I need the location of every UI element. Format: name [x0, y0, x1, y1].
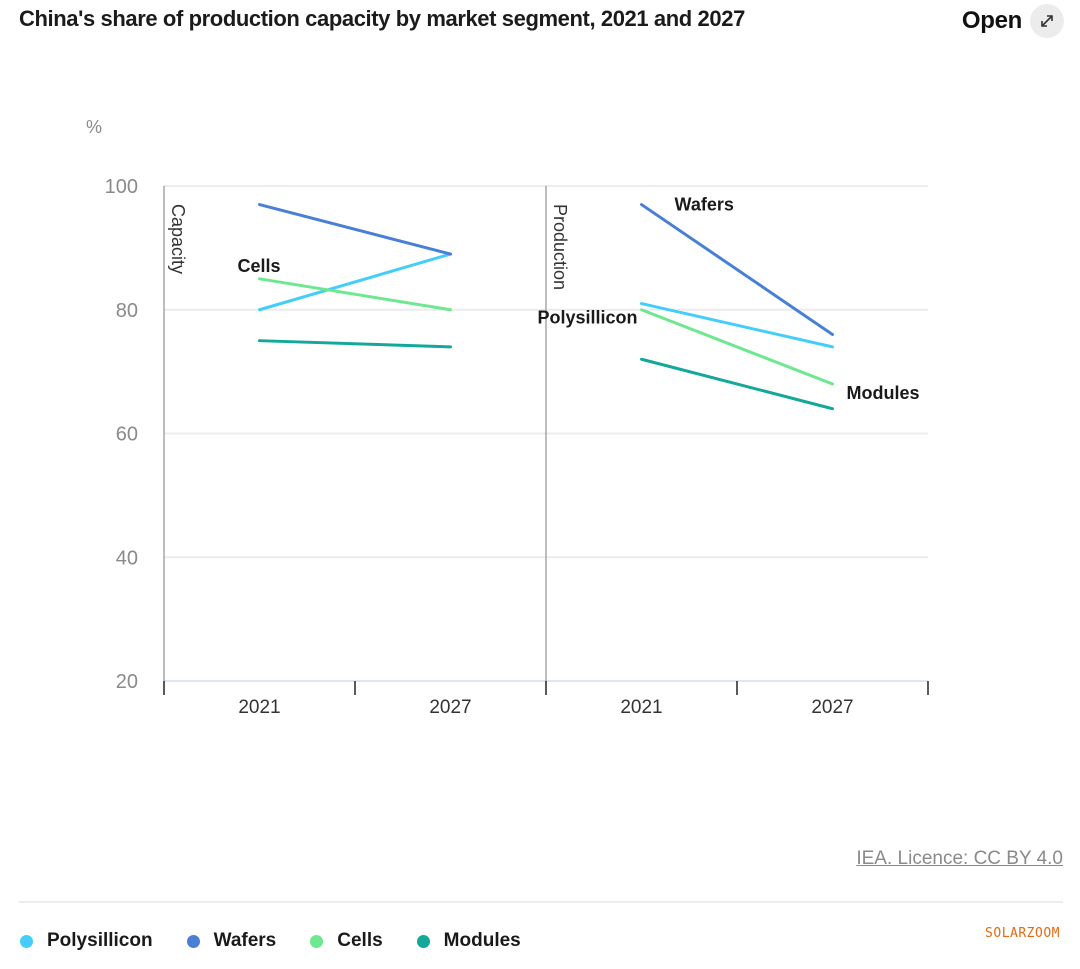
x-tick-label: 2021 — [238, 697, 280, 718]
series-line-wafers-production — [640, 203, 834, 336]
series-line-modules-production — [640, 357, 834, 411]
series-line-polysillicon-capacity — [258, 252, 452, 312]
panel-label-capacity: Capacity — [168, 204, 188, 274]
x-tick-label: 2027 — [429, 697, 471, 718]
legend-dot — [20, 934, 33, 948]
watermark: SOLARZOOM — [985, 926, 1060, 941]
y-axis-unit: % — [86, 117, 102, 137]
licence-link[interactable]: IEA. Licence: CC BY 4.0 — [856, 848, 1063, 869]
panel-label-production: Production — [550, 204, 570, 290]
legend-label: Cells — [337, 930, 383, 951]
legend-dot — [416, 934, 430, 948]
axes — [163, 186, 929, 695]
legend-item-cells[interactable]: Cells — [310, 930, 383, 952]
y-tick-label: 40 — [116, 547, 138, 569]
legend-dot — [186, 934, 200, 948]
annotation-modules: Modules — [847, 383, 920, 403]
annotation-wafers: Wafers — [675, 195, 734, 215]
series-lines — [258, 203, 834, 411]
y-tick-labels: 20 40 60 80 100 — [105, 176, 138, 693]
chart-area: % 20 40 60 80 100 2021 2027 2021 2027 Capacity P… — [86, 117, 929, 718]
legend-label: Wafers — [213, 930, 277, 951]
legend-label: Polysillicon — [47, 930, 153, 951]
legend-label: Modules — [443, 930, 521, 951]
series-line-modules-capacity — [258, 339, 452, 349]
divider — [19, 901, 1063, 903]
annotation-polysillicon: Polysillicon — [537, 308, 637, 328]
series-line-cells-capacity — [258, 277, 452, 312]
series-line-polysillicon-production — [640, 302, 834, 349]
series-line-wafers-capacity — [258, 203, 452, 256]
y-tick-label: 80 — [116, 300, 138, 322]
legend-item-polysillicon[interactable]: Polysillicon — [20, 930, 153, 952]
series-line-cells-production — [640, 308, 834, 386]
annotation-cells: Cells — [238, 256, 281, 276]
legend: Polysillicon Wafers Cells Modules — [20, 930, 521, 952]
y-tick-label: 20 — [116, 671, 138, 693]
x-tick-label: 2027 — [811, 697, 853, 718]
legend-dot — [310, 934, 324, 948]
open-label: Open — [961, 7, 1022, 34]
panel-labels: Capacity Production — [168, 204, 570, 290]
legend-item-modules[interactable]: Modules — [416, 930, 521, 952]
y-tick-label: 100 — [105, 176, 138, 198]
x-tick-label: 2021 — [620, 697, 662, 718]
open-button[interactable]: Open — [962, 4, 1064, 38]
legend-item-wafers[interactable]: Wafers — [186, 930, 277, 952]
x-tick-labels: 2021 2027 2021 2027 — [238, 697, 853, 718]
chart-title: China's share of production capacity by … — [19, 6, 745, 31]
series-annotations: Cells Wafers Polysillicon Modules — [238, 195, 920, 403]
y-tick-label: 60 — [116, 424, 138, 446]
expand-arrows-icon[interactable] — [1030, 4, 1064, 38]
